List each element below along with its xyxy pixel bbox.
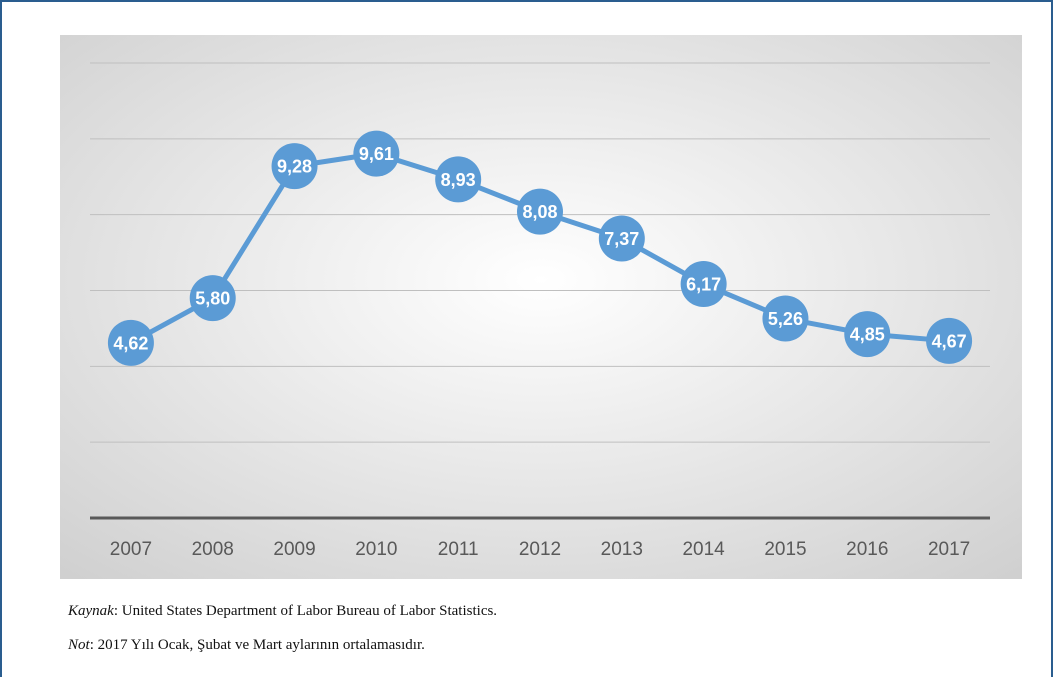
data-marker [844,311,891,358]
data-marker [107,319,154,366]
data-label: 4,62 [113,333,148,353]
data-point: 5,26 [762,295,809,342]
source-label: Kaynak [68,603,114,619]
source-note: Kaynak: United States Department of Labo… [68,594,1028,628]
x-tick-label: 2015 [764,539,806,560]
note-text: : 2017 Yılı Ocak, Şubat ve Mart aylarını… [89,637,425,653]
data-marker [762,295,809,342]
data-point: 7,37 [598,215,645,262]
x-tick-label: 2011 [438,539,479,560]
data-point: 6,17 [680,261,727,308]
x-tick-label: 2013 [601,539,643,560]
line-chart: 2007 2008 2009 2010 2011 2012 2013 2014 2015 2016… [60,35,1022,579]
data-label: 5,80 [195,289,230,309]
source-text: : United States Department of Labor Bure… [113,603,498,619]
data-point: 4,85 [844,311,891,358]
data-label: 4,67 [932,331,967,351]
x-tick-label: 2014 [682,539,725,560]
data-markers: 4,62 5,80 9,28 9,61 8,93 8,08 7,37 6,17 5,26 4,85… [107,130,973,366]
x-tick-label: 2012 [519,539,561,560]
data-marker [598,215,645,262]
data-point: 9,28 [271,143,318,190]
figure-notes: Kaynak: United States Department of Labo… [68,594,1028,662]
x-tick-label: 2010 [355,539,397,560]
data-label: 8,93 [441,170,476,190]
data-marker [353,130,400,177]
data-label: 9,28 [277,157,312,177]
data-point: 4,67 [926,317,973,364]
data-point: 9,61 [353,130,400,177]
data-label: 4,85 [850,325,885,345]
data-marker [680,261,727,308]
data-point: 8,08 [517,188,563,235]
chart-area: 2007 2008 2009 2010 2011 2012 2013 2014 2015 2016… [60,35,1022,579]
x-tick-label: 2007 [110,539,152,560]
data-label: 7,37 [604,229,639,249]
data-label: 6,17 [686,275,721,295]
x-tick-label: 2009 [273,539,315,560]
data-point: 5,80 [189,275,236,322]
data-point: 4,62 [107,319,154,366]
data-marker [926,317,973,364]
data-label: 9,61 [359,144,394,164]
x-tick-label: 2008 [192,539,234,560]
data-point: 8,93 [435,156,482,203]
x-tick-label: 2017 [928,539,970,560]
note-label: Not [68,637,90,653]
data-marker [189,275,236,322]
x-axis: 2007 2008 2009 2010 2011 2012 2013 2014 2015 2016… [90,516,990,560]
data-label: 5,26 [768,309,803,329]
footnote: Not: 2017 Yılı Ocak, Şubat ve Mart aylar… [68,628,1028,662]
data-marker [271,143,318,190]
x-tick-label: 2016 [846,539,888,560]
data-label: 8,08 [522,202,557,222]
data-marker [435,156,482,203]
data-marker [517,188,563,235]
